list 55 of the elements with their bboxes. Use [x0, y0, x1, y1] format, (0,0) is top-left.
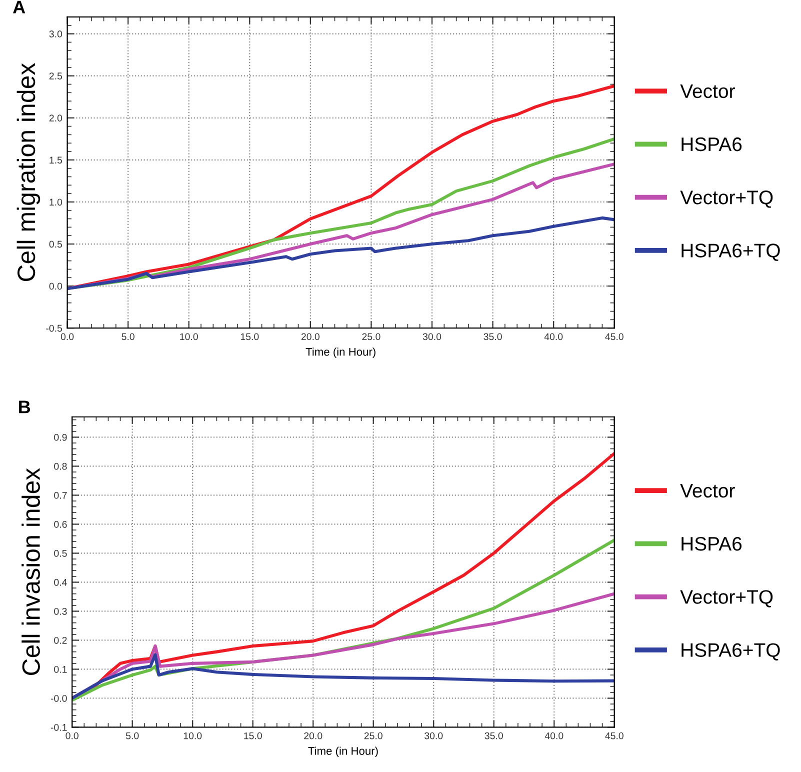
y-tick-label: 0.1 [54, 666, 67, 673]
legend-label: HSPA6+TQ [682, 643, 780, 660]
y-tick-label: 0.7 [54, 492, 67, 499]
y-tick-label: 0.4 [54, 578, 67, 586]
x-tick-label: 25.0 [364, 732, 382, 740]
x-axis-title: Time (in Hour) [306, 348, 376, 358]
chart-title: B [19, 400, 30, 414]
x-tick-label: 20.0 [301, 333, 320, 340]
x-axis-title: Time (in Hour) [308, 746, 378, 758]
legend-label: HSPA6 [682, 536, 742, 551]
x-tick-label: 45.0 [605, 333, 624, 340]
x-tick-label: 5.0 [122, 333, 134, 340]
legend-label: Vector+TQ [680, 590, 773, 608]
legend-label: HSPA6 [682, 137, 742, 152]
y-axis-title: Cell invasion index [22, 468, 40, 675]
x-tick-label: 5.0 [126, 732, 139, 740]
y-tick-label: 0.8 [54, 462, 67, 470]
y-tick-label: 0.9 [54, 434, 67, 441]
x-tick-label: 15.0 [240, 333, 259, 340]
legend-label: Vector [680, 84, 735, 98]
y-tick-label: 0.0 [49, 282, 62, 290]
x-tick-label: 40.0 [544, 333, 563, 340]
x-tick-label: 45.0 [605, 732, 624, 740]
x-tick-label: 35.0 [484, 732, 503, 740]
chart-title: A [13, 0, 26, 14]
x-tick-label: 35.0 [484, 333, 502, 340]
y-tick-label: -0.5 [46, 324, 62, 332]
y-tick-label: 0.5 [49, 240, 62, 248]
legend-label: Vector+TQ [680, 190, 773, 208]
y-tick-label: 0.3 [54, 608, 67, 615]
y-tick-label: 2.0 [49, 114, 62, 122]
x-tick-label: 30.0 [424, 732, 443, 740]
y-tick-label: 1.5 [50, 156, 62, 164]
x-tick-label: 10.0 [180, 333, 198, 340]
y-tick-label: 1.0 [50, 198, 62, 206]
y-tick-label: 3.0 [49, 30, 62, 38]
x-tick-label: 15.0 [244, 732, 262, 740]
line-series [72, 653, 614, 700]
x-tick-label: 30.0 [422, 333, 442, 340]
y-tick-label: 0.2 [54, 636, 67, 644]
x-tick-label: 0.0 [60, 333, 74, 340]
x-tick-label: 0.0 [66, 732, 78, 740]
y-axis-title: Cell migration index [16, 63, 40, 282]
y-tick-label: -0.0 [50, 694, 67, 702]
y-tick-label: 2.5 [49, 72, 62, 80]
y-tick-label: 0.5 [54, 550, 67, 557]
y-tick-label: 0.6 [54, 520, 67, 528]
line-series [67, 216, 614, 290]
legend-label: HSPA6+TQ [682, 244, 780, 261]
x-tick-label: 40.0 [544, 732, 564, 740]
y-tick-label: -0.1 [50, 724, 67, 731]
x-tick-label: 20.0 [304, 732, 322, 740]
x-tick-label: 10.0 [184, 732, 202, 740]
x-tick-label: 25.0 [362, 333, 380, 340]
legend-label: Vector [680, 484, 735, 498]
